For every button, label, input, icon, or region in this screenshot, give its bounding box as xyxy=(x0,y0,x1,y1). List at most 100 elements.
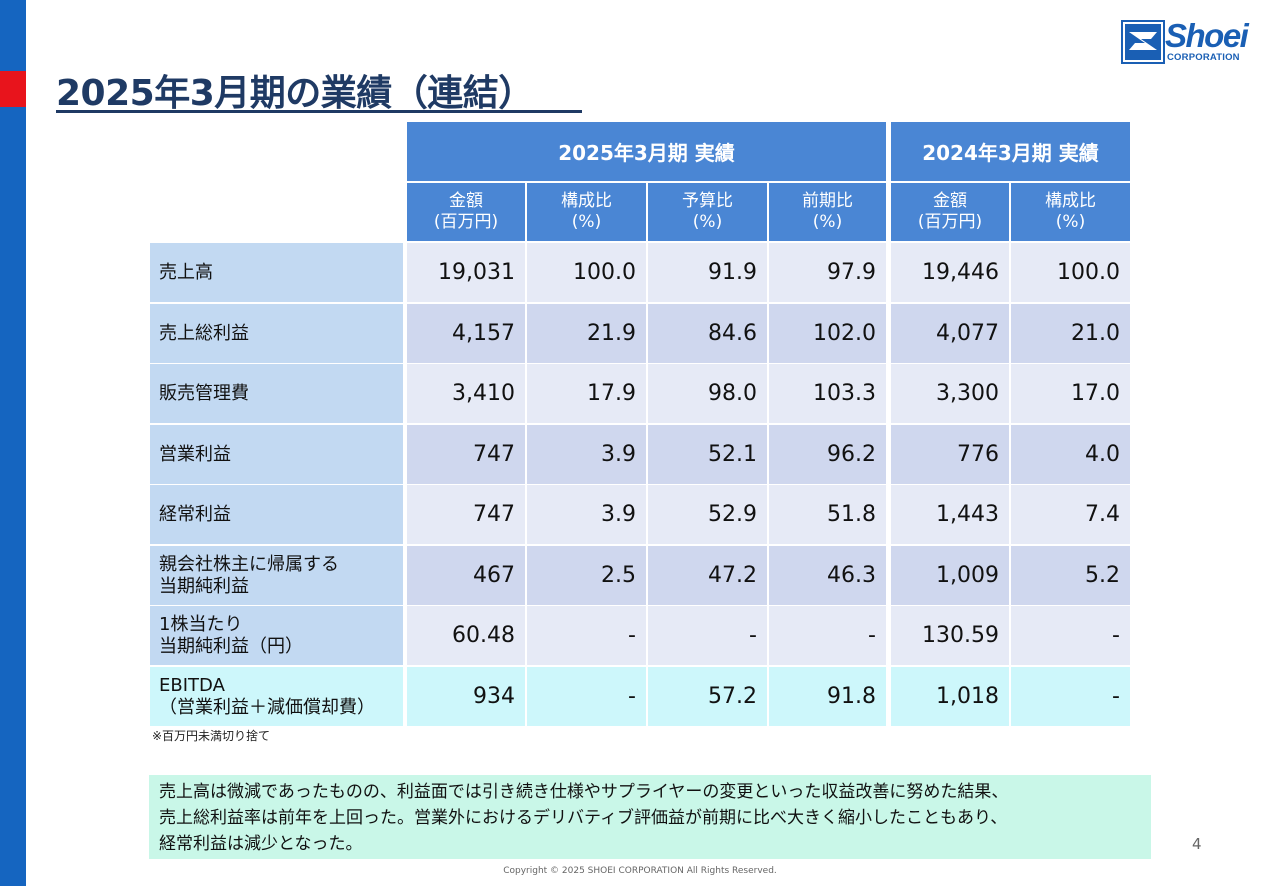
table-cell: 17.0 xyxy=(1011,364,1130,423)
row-label-line: 当期純利益 xyxy=(159,575,249,597)
column-header-line: (%) xyxy=(571,212,602,232)
column-header: 金額 (百万円) xyxy=(407,183,525,241)
row-label: 販売管理費 xyxy=(150,364,403,423)
table-cell: 21.9 xyxy=(527,304,646,363)
table-cell: - xyxy=(1011,667,1130,726)
column-header-line: 前期比 xyxy=(802,191,853,211)
row-label: 営業利益 xyxy=(150,425,403,484)
table-cell: 2.5 xyxy=(527,546,646,605)
table-cell: 7.4 xyxy=(1011,485,1130,544)
logo-subtext: CORPORATION xyxy=(1167,52,1240,63)
row-label: 経常利益 xyxy=(150,485,403,544)
column-header-line: (百万円) xyxy=(433,212,499,232)
table-cell: - xyxy=(648,606,767,665)
column-header-line: 金額 xyxy=(449,191,483,211)
table-cell: 100.0 xyxy=(527,243,646,302)
table-cell: 130.59 xyxy=(891,606,1009,665)
row-label: 売上総利益 xyxy=(150,304,403,363)
table-cell: 1,443 xyxy=(891,485,1009,544)
row-label-line: EBITDA xyxy=(159,674,225,696)
table-cell: 21.0 xyxy=(1011,304,1130,363)
side-accent xyxy=(0,71,26,107)
page-title: 2025年3月期の業績（連結） xyxy=(56,73,534,114)
column-header: 前期比 (%) xyxy=(769,183,886,241)
row-label: 1株当たり 当期純利益（円） xyxy=(150,606,403,665)
table-cell: 51.8 xyxy=(769,485,886,544)
table-cell: 84.6 xyxy=(648,304,767,363)
table-cell: 934 xyxy=(407,667,525,726)
table-cell: 3.9 xyxy=(527,485,646,544)
row-label-line: 経常利益 xyxy=(159,503,231,525)
column-header-line: (百万円) xyxy=(917,212,983,232)
comment-line: 売上高は微減であったものの、利益面では引き続き仕様やサプライヤーの変更といった収… xyxy=(159,782,1009,802)
table-cell: - xyxy=(527,667,646,726)
table-cell: 47.2 xyxy=(648,546,767,605)
column-header: 予算比 (%) xyxy=(648,183,767,241)
row-label-line: 当期純利益（円） xyxy=(159,635,303,657)
column-header: 金額 (百万円) xyxy=(891,183,1009,241)
title-underline xyxy=(56,110,582,113)
table-cell: 1,018 xyxy=(891,667,1009,726)
side-bar xyxy=(0,0,26,886)
table-cell: 102.0 xyxy=(769,304,886,363)
table-cell: 467 xyxy=(407,546,525,605)
table-cell: 103.3 xyxy=(769,364,886,423)
table-cell: 17.9 xyxy=(527,364,646,423)
table-cell: 1,009 xyxy=(891,546,1009,605)
row-label-line: 販売管理費 xyxy=(159,382,249,404)
column-header-line: 構成比 xyxy=(1045,191,1096,211)
column-header-line: (%) xyxy=(1055,212,1086,232)
row-label-line: 売上総利益 xyxy=(159,322,249,344)
table-cell: 52.1 xyxy=(648,425,767,484)
table-cell: 747 xyxy=(407,485,525,544)
table-cell: 52.9 xyxy=(648,485,767,544)
table-cell: 776 xyxy=(891,425,1009,484)
column-header: 構成比 (%) xyxy=(1011,183,1130,241)
table-cell: 96.2 xyxy=(769,425,886,484)
column-header-line: (%) xyxy=(812,212,843,232)
page-number: 4 xyxy=(1192,835,1202,853)
table-cell: - xyxy=(1011,606,1130,665)
column-header: 構成比 (%) xyxy=(527,183,646,241)
row-label-line: 1株当たり xyxy=(159,613,243,635)
comment-line: 経常利益は減少となった。 xyxy=(159,834,363,854)
column-header-line: 構成比 xyxy=(561,191,612,211)
group-header-2024: 2024年3月期 実績 xyxy=(891,122,1130,181)
table-cell: 4.0 xyxy=(1011,425,1130,484)
table-cell: 19,031 xyxy=(407,243,525,302)
table-cell: 46.3 xyxy=(769,546,886,605)
table-cell: 3,300 xyxy=(891,364,1009,423)
column-header-line: (%) xyxy=(692,212,723,232)
table-cell: - xyxy=(769,606,886,665)
table-cell: 5.2 xyxy=(1011,546,1130,605)
table-cell: 91.8 xyxy=(769,667,886,726)
table-cell: 98.0 xyxy=(648,364,767,423)
row-label: EBITDA （営業利益＋減価償却費） xyxy=(150,667,403,726)
table-cell: 3.9 xyxy=(527,425,646,484)
table-cell: 747 xyxy=(407,425,525,484)
table-cell: - xyxy=(527,606,646,665)
row-label-line: 営業利益 xyxy=(159,443,231,465)
comment-box: 売上高は微減であったものの、利益面では引き続き仕様やサプライヤーの変更といった収… xyxy=(149,775,1151,859)
table-cell: 19,446 xyxy=(891,243,1009,302)
row-label: 売上高 xyxy=(150,243,403,302)
table-cell: 91.9 xyxy=(648,243,767,302)
table-cell: 4,077 xyxy=(891,304,1009,363)
row-label: 親会社株主に帰属する 当期純利益 xyxy=(150,546,403,605)
logo-mark-icon xyxy=(1121,20,1165,64)
comment-line: 売上総利益率は前年を上回った。営業外におけるデリバティブ評価益が前期に比べ大きく… xyxy=(159,808,1008,828)
column-header-line: 予算比 xyxy=(682,191,733,211)
column-header-line: 金額 xyxy=(933,191,967,211)
logo-wordmark: Shoei xyxy=(1165,17,1249,54)
company-logo: Shoei CORPORATION xyxy=(1121,17,1259,64)
table-cell: 4,157 xyxy=(407,304,525,363)
group-header-2025: 2025年3月期 実績 xyxy=(407,122,886,181)
row-label-line: （営業利益＋減価償却費） xyxy=(159,696,375,718)
copyright: Copyright © 2025 SHOEI CORPORATION All R… xyxy=(503,866,777,876)
table-cell: 60.48 xyxy=(407,606,525,665)
row-label-line: 売上高 xyxy=(159,261,213,283)
table-cell: 97.9 xyxy=(769,243,886,302)
table-footnote: ※百万円未満切り捨て xyxy=(152,729,271,743)
table-cell: 3,410 xyxy=(407,364,525,423)
table-cell: 100.0 xyxy=(1011,243,1130,302)
